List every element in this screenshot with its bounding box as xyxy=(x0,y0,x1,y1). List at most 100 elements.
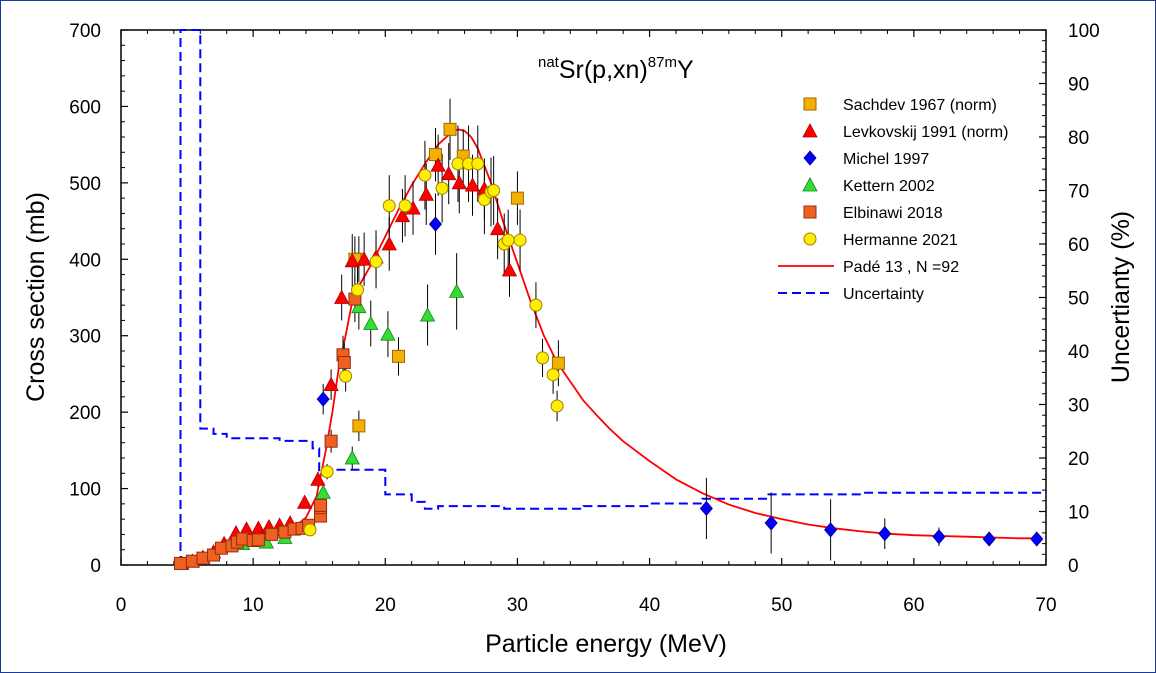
marker-levkovskij-1991-norm xyxy=(430,157,446,172)
x-tick-label: 10 xyxy=(243,595,264,616)
title-main-2: Y xyxy=(677,56,694,84)
marker-hermanne-2021 xyxy=(382,199,396,213)
marker-hermanne-2021 xyxy=(529,298,543,312)
axis-ticks: 0 10 20 30 40 50 60 700100200300400500600700010… xyxy=(69,21,1099,616)
x-tick-label: 20 xyxy=(375,595,396,616)
legend-marker xyxy=(803,232,817,246)
marker-hermanne-2021 xyxy=(398,199,412,213)
marker-kettern-2002 xyxy=(363,315,379,330)
y-tick-label: 200 xyxy=(69,403,101,424)
marker-hermanne-2021 xyxy=(471,157,485,171)
y2-tick-label: 0 xyxy=(1068,556,1079,577)
marker-michel-1997 xyxy=(982,531,996,547)
data-markers xyxy=(173,122,1044,570)
marker-sachdev-1967-norm xyxy=(551,356,565,370)
marker-kettern-2002 xyxy=(419,307,436,322)
marker-michel-1997 xyxy=(764,515,778,531)
chart-title: natSr(p,xn)87mY xyxy=(538,54,694,84)
marker-hermanne-2021 xyxy=(546,368,560,382)
legend-label: Levkovskij 1991 (norm) xyxy=(843,124,1008,141)
x-tick-label: 70 xyxy=(1035,595,1056,616)
x-axis-title: Particle energy (MeV) xyxy=(485,630,727,658)
marker-levkovskij-1991-norm xyxy=(297,494,313,509)
legend-label: Uncertainty xyxy=(843,286,924,303)
marker-levkovskij-1991-norm xyxy=(501,262,518,277)
marker-levkovskij-1991-norm xyxy=(441,165,457,181)
y2-tick-label: 50 xyxy=(1068,289,1089,310)
legend-label: Hermanne 2021 xyxy=(843,232,958,249)
marker-levkovskij-1991-norm xyxy=(464,177,481,192)
y-tick-label: 400 xyxy=(69,250,101,271)
marker-sachdev-1967-norm xyxy=(392,349,405,363)
marker-sachdev-1967-norm xyxy=(429,148,442,162)
y2-tick-label: 10 xyxy=(1068,503,1089,524)
y2-tick-label: 60 xyxy=(1068,235,1089,256)
marker-hermanne-2021 xyxy=(303,523,317,537)
y-tick-label: 100 xyxy=(69,480,101,501)
legend-marker xyxy=(803,150,817,166)
legend-marker xyxy=(803,97,817,111)
x-tick-label: 0 xyxy=(116,595,127,616)
marker-elbinawi-2018 xyxy=(324,434,338,448)
marker-hermanne-2021 xyxy=(435,181,449,195)
y-axis-title: Cross section (mb) xyxy=(22,192,50,402)
marker-hermanne-2021 xyxy=(369,255,383,269)
legend-marker xyxy=(802,177,818,192)
marker-levkovskij-1991-norm xyxy=(381,236,397,251)
marker-hermanne-2021 xyxy=(501,233,515,247)
legend-label: Sachdev 1967 (norm) xyxy=(843,97,997,114)
marker-kettern-2002 xyxy=(315,484,331,499)
marker-sachdev-1967-norm xyxy=(352,419,366,433)
marker-michel-1997 xyxy=(428,216,443,232)
plot-area xyxy=(120,29,1047,566)
marker-levkovskij-1991-norm xyxy=(334,289,350,304)
marker-hermanne-2021 xyxy=(550,399,564,413)
y2-tick-label: 80 xyxy=(1068,128,1089,149)
marker-levkovskij-1991-norm xyxy=(310,471,326,486)
marker-levkovskij-1991-norm xyxy=(394,207,411,223)
legend-label: Michel 1997 xyxy=(843,151,929,168)
uncertainty-line xyxy=(179,29,1046,565)
x-tick-label: 50 xyxy=(771,595,792,616)
y2-tick-label: 70 xyxy=(1068,182,1089,203)
legend-marker xyxy=(802,123,818,138)
y2-tick-label: 90 xyxy=(1068,75,1089,96)
x-tick-label: 40 xyxy=(639,595,660,616)
marker-michel-1997 xyxy=(824,522,838,538)
marker-levkovskij-1991-norm xyxy=(344,252,360,268)
y2-axis-title: Uncertianty (%) xyxy=(1107,211,1135,383)
marker-elbinawi-2018 xyxy=(314,498,328,512)
legend-marker xyxy=(803,205,817,219)
marker-elbinawi-2018 xyxy=(265,527,279,541)
marker-michel-1997 xyxy=(316,391,330,407)
marker-sachdev-1967-norm xyxy=(443,122,457,136)
marker-michel-1997 xyxy=(878,526,892,542)
marker-elbinawi-2018 xyxy=(337,355,351,369)
legend-label: Kettern 2002 xyxy=(843,178,935,195)
marker-hermanne-2021 xyxy=(320,465,334,479)
y-tick-label: 600 xyxy=(69,97,101,118)
y2-tick-label: 100 xyxy=(1068,21,1100,42)
marker-hermanne-2021 xyxy=(536,351,550,365)
marker-levkovskij-1991-norm xyxy=(451,175,467,190)
legend-label: Padé 13 , N =92 xyxy=(843,259,959,276)
y-tick-label: 300 xyxy=(69,327,101,348)
uncertainty-series xyxy=(179,29,1046,565)
title-main-1: Sr(p,xn) xyxy=(559,56,648,84)
y2-tick-label: 20 xyxy=(1068,449,1089,470)
legend-label: Elbinawi 2018 xyxy=(843,205,943,222)
marker-hermanne-2021 xyxy=(351,283,365,297)
marker-levkovskij-1991-norm xyxy=(356,251,372,266)
marker-elbinawi-2018 xyxy=(173,556,187,570)
marker-kettern-2002 xyxy=(351,298,367,314)
marker-kettern-2002 xyxy=(344,450,360,465)
marker-michel-1997 xyxy=(699,500,713,517)
title-sup: 87m xyxy=(648,54,677,71)
marker-kettern-2002 xyxy=(448,283,465,298)
marker-sachdev-1967-norm xyxy=(510,191,524,205)
marker-levkovskij-1991-norm xyxy=(323,376,339,392)
marker-hermanne-2021 xyxy=(513,233,527,247)
marker-levkovskij-1991-norm xyxy=(418,186,434,201)
marker-elbinawi-2018 xyxy=(251,533,265,547)
